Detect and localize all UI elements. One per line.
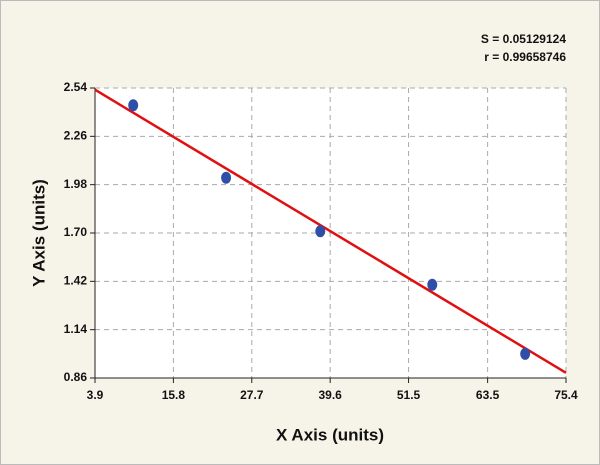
x-tick-label: 39.6 (318, 388, 342, 402)
point (520, 347, 531, 360)
y-axis-label: Y Axis (units) (29, 179, 48, 287)
y-tick-label: 2.54 (64, 80, 88, 94)
x-tick-label: 51.5 (397, 388, 421, 402)
point (221, 171, 232, 184)
annotation: S = 0.05129124 (481, 32, 566, 46)
y-tick-label: 1.14 (64, 322, 88, 336)
x-tick-label: 27.7 (240, 388, 264, 402)
y-tick-label: 1.70 (64, 225, 88, 239)
x-tick-label: 75.4 (554, 388, 578, 402)
point (427, 278, 438, 291)
y-tick-label: 1.98 (64, 177, 88, 191)
x-tick-label: 3.9 (87, 388, 104, 402)
annotation: r = 0.99658746 (484, 50, 566, 64)
x-tick-label: 63.5 (476, 388, 500, 402)
x-axis-label: X Axis (units) (276, 425, 384, 444)
x-tick-label: 15.8 (162, 388, 186, 402)
point (315, 225, 326, 238)
y-tick-label: 0.86 (64, 370, 88, 384)
y-tick-label: 2.26 (64, 129, 88, 143)
y-tick-label: 1.42 (64, 274, 88, 288)
point (128, 99, 139, 112)
fit-line (94, 88, 567, 374)
